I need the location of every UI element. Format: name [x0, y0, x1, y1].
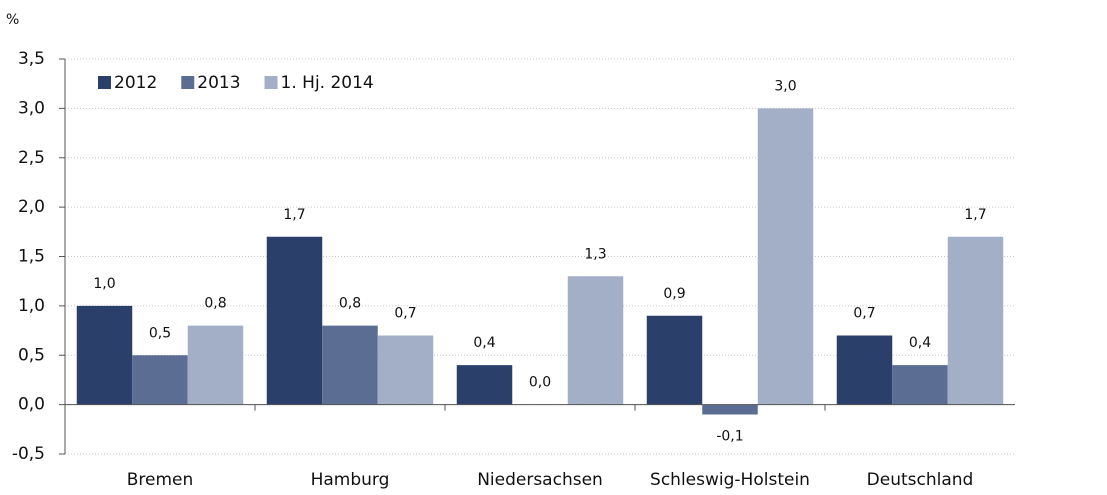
y-tick-label: 0,5 — [18, 345, 45, 365]
data-label: 3,0 — [774, 78, 796, 94]
bar — [892, 365, 948, 405]
bar — [132, 355, 188, 405]
data-label: 1,3 — [584, 246, 606, 262]
y-tick-label: 2,5 — [18, 148, 45, 168]
bar — [702, 404, 758, 415]
bar — [646, 315, 703, 405]
data-label: 0,0 — [529, 375, 551, 391]
data-label: 0,5 — [149, 325, 171, 341]
x-tick-label: Deutschland — [867, 470, 974, 490]
bar — [187, 325, 244, 405]
bar — [456, 365, 513, 405]
data-label: 1,7 — [283, 207, 305, 223]
y-tick-label: 1,0 — [18, 296, 45, 316]
data-label: 0,9 — [663, 286, 685, 302]
bar — [567, 276, 624, 405]
legend-swatch — [98, 76, 111, 89]
bar — [322, 325, 378, 405]
y-tick-label: 1,5 — [18, 247, 45, 267]
data-label: 1,0 — [93, 276, 115, 292]
legend-label: 2013 — [197, 73, 240, 93]
data-label: 1,7 — [964, 207, 986, 223]
x-tick-label: Bremen — [127, 470, 194, 490]
data-label: 0,8 — [339, 296, 361, 312]
x-tick-label: Niedersachsen — [477, 470, 603, 490]
data-label: 0,8 — [204, 296, 226, 312]
bar — [76, 305, 133, 405]
y-tick-label: 2,0 — [18, 197, 45, 217]
y-tick-label: 3,5 — [18, 49, 45, 69]
bar — [377, 335, 434, 405]
y-tick-label: -0,5 — [12, 444, 45, 464]
bar — [266, 236, 323, 405]
data-label: 0,7 — [394, 306, 416, 322]
data-label: 0,4 — [473, 335, 495, 351]
data-label: 0,4 — [909, 335, 931, 351]
bar — [757, 108, 814, 405]
legend-label: 2012 — [114, 73, 157, 93]
bar — [947, 236, 1004, 405]
data-label: -0,1 — [716, 429, 743, 445]
legend-swatch — [181, 76, 195, 89]
y-tick-label: 3,0 — [18, 98, 45, 118]
y-axis-unit: % — [6, 12, 19, 28]
y-tick-label: 0,0 — [18, 395, 45, 415]
data-label: 0,7 — [853, 306, 875, 322]
legend-swatch — [264, 76, 278, 89]
bar — [836, 335, 893, 405]
legend-label: 1. Hj. 2014 — [281, 73, 374, 93]
x-tick-label: Hamburg — [311, 470, 390, 490]
x-tick-label: Schleswig-Holstein — [650, 470, 810, 490]
